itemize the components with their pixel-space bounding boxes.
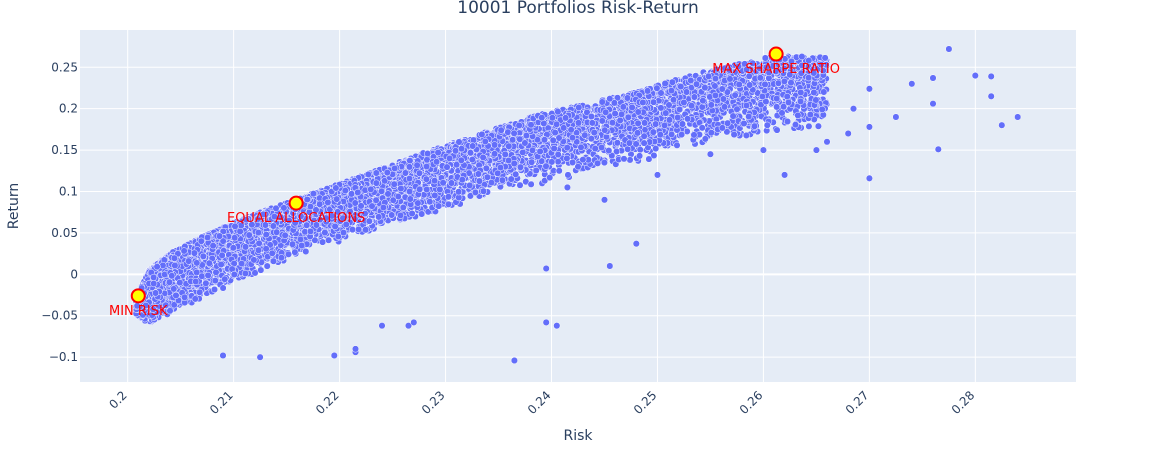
- scatter-point: [774, 127, 781, 134]
- scatter-point: [806, 123, 813, 130]
- plot-background: [80, 30, 1076, 382]
